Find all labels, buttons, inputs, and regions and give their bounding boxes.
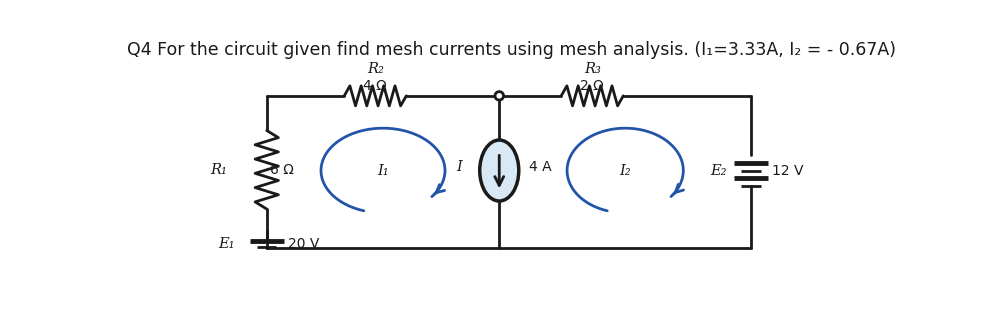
Text: 4 Ω: 4 Ω	[363, 79, 387, 93]
Text: 12 V: 12 V	[771, 164, 803, 178]
Text: R₁: R₁	[210, 163, 227, 177]
Text: E₁: E₁	[218, 237, 235, 251]
Circle shape	[495, 92, 503, 100]
Text: 20 V: 20 V	[288, 237, 319, 251]
Text: 2 Ω: 2 Ω	[580, 79, 603, 93]
Text: 4 A: 4 A	[528, 160, 551, 174]
Text: I₁: I₁	[377, 164, 388, 178]
Text: I₂: I₂	[619, 164, 630, 178]
Text: 6 Ω: 6 Ω	[269, 163, 294, 177]
Text: R₃: R₃	[584, 62, 600, 76]
Text: E₂: E₂	[710, 164, 726, 178]
Text: R₂: R₂	[367, 62, 384, 76]
Text: I: I	[456, 160, 461, 174]
Text: Q4 For the circuit given find mesh currents using mesh analysis. (I₁=3.33A, I₂ =: Q4 For the circuit given find mesh curre…	[127, 41, 895, 59]
Ellipse shape	[479, 140, 519, 201]
